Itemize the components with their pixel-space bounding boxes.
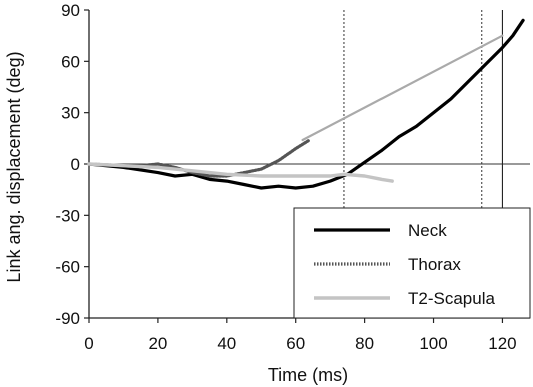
y-tick-label: 60 [61, 52, 80, 71]
y-axis-title: Link ang. displacement (deg) [4, 51, 24, 282]
x-tick-label: 20 [148, 334, 167, 353]
series-line-neck [87, 18, 525, 190]
legend-label-thorax: Thorax [408, 255, 461, 274]
series-line-unnamed-3 [301, 34, 504, 142]
y-tick-label: -90 [55, 309, 80, 328]
x-tick-label: 100 [419, 334, 447, 353]
x-tick-label: 40 [217, 334, 236, 353]
x-tick-label: 120 [488, 334, 516, 353]
x-axis-title: Time (ms) [268, 365, 348, 385]
x-tick-label: 80 [355, 334, 374, 353]
x-tick-label: 0 [84, 334, 93, 353]
legend-label-neck: Neck [408, 221, 447, 240]
legend: Neck Thorax T2-Scapula [293, 207, 531, 319]
series-line-t2-scapula [87, 162, 394, 183]
x-axis-ticks: 0 20 40 60 80 100 120 [84, 318, 517, 353]
y-tick-label: 0 [71, 155, 80, 174]
y-tick-label: -60 [55, 258, 80, 277]
legend-label-t2-scapula: T2-Scapula [408, 289, 495, 308]
y-axis-ticks: 90 60 30 0 -30 -60 -90 [55, 1, 89, 328]
x-tick-label: 60 [286, 334, 305, 353]
y-tick-label: 90 [61, 1, 80, 20]
y-tick-label: -30 [55, 206, 80, 225]
y-tick-label: 30 [61, 104, 80, 123]
series-layer [87, 18, 525, 190]
